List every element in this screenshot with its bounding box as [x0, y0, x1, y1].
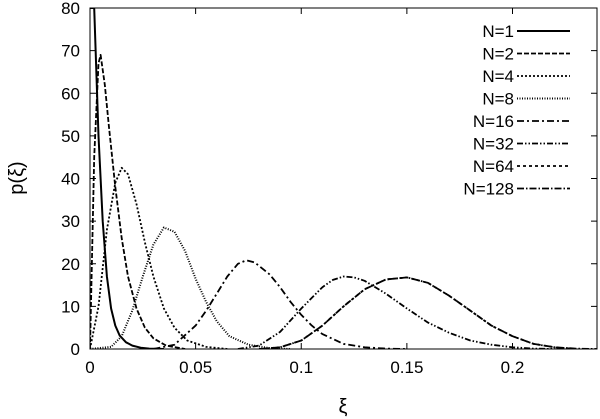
plot-frame	[89, 7, 598, 350]
series-line-n-8	[90, 226, 291, 349]
legend-label: N=4	[482, 67, 514, 86]
series-line-n-4	[90, 166, 228, 349]
series-line-n-2	[90, 54, 186, 349]
y-tick-label: 0	[71, 340, 80, 359]
ticks-layer: 0 0.05 0.1 0.15 0.2 0 10 20 30 40 50 60 70 80	[61, 0, 597, 377]
legend: N=1 N=2 N=4 N=8 N=16 N=32 N=64 N=128	[463, 22, 570, 199]
x-axis-label: ξ	[339, 396, 348, 418]
series-layer	[90, 8, 597, 349]
x-tick-label: 0.2	[501, 358, 525, 377]
legend-label: N=32	[473, 135, 514, 154]
x-tick-label: 0.15	[390, 358, 423, 377]
y-tick-label: 70	[61, 42, 80, 61]
series-line-n-16	[153, 259, 407, 349]
legend-label: N=16	[473, 112, 514, 131]
y-tick-label: 40	[61, 170, 80, 189]
series-line-n-32	[237, 275, 555, 349]
y-tick-label: 80	[61, 0, 80, 18]
legend-label: N=128	[463, 180, 514, 199]
y-tick-label: 10	[61, 297, 80, 316]
y-tick-label: 20	[61, 255, 80, 274]
y-tick-label: 60	[61, 84, 80, 103]
y-axis-label: p(ξ)	[6, 161, 28, 194]
legend-label: N=2	[482, 45, 514, 64]
y-tick-label: 50	[61, 127, 80, 146]
x-tick-label: 0.1	[289, 358, 313, 377]
legend-label: N=8	[482, 90, 514, 109]
x-tick-label: 0.05	[179, 358, 212, 377]
series-line-n-128	[258, 276, 597, 349]
series-line-n-1	[90, 8, 164, 349]
legend-label: N=1	[482, 22, 514, 41]
y-tick-label: 30	[61, 212, 80, 231]
x-tick-label: 0	[85, 358, 94, 377]
legend-label: N=64	[473, 157, 514, 176]
series-line-n-64	[258, 276, 576, 349]
